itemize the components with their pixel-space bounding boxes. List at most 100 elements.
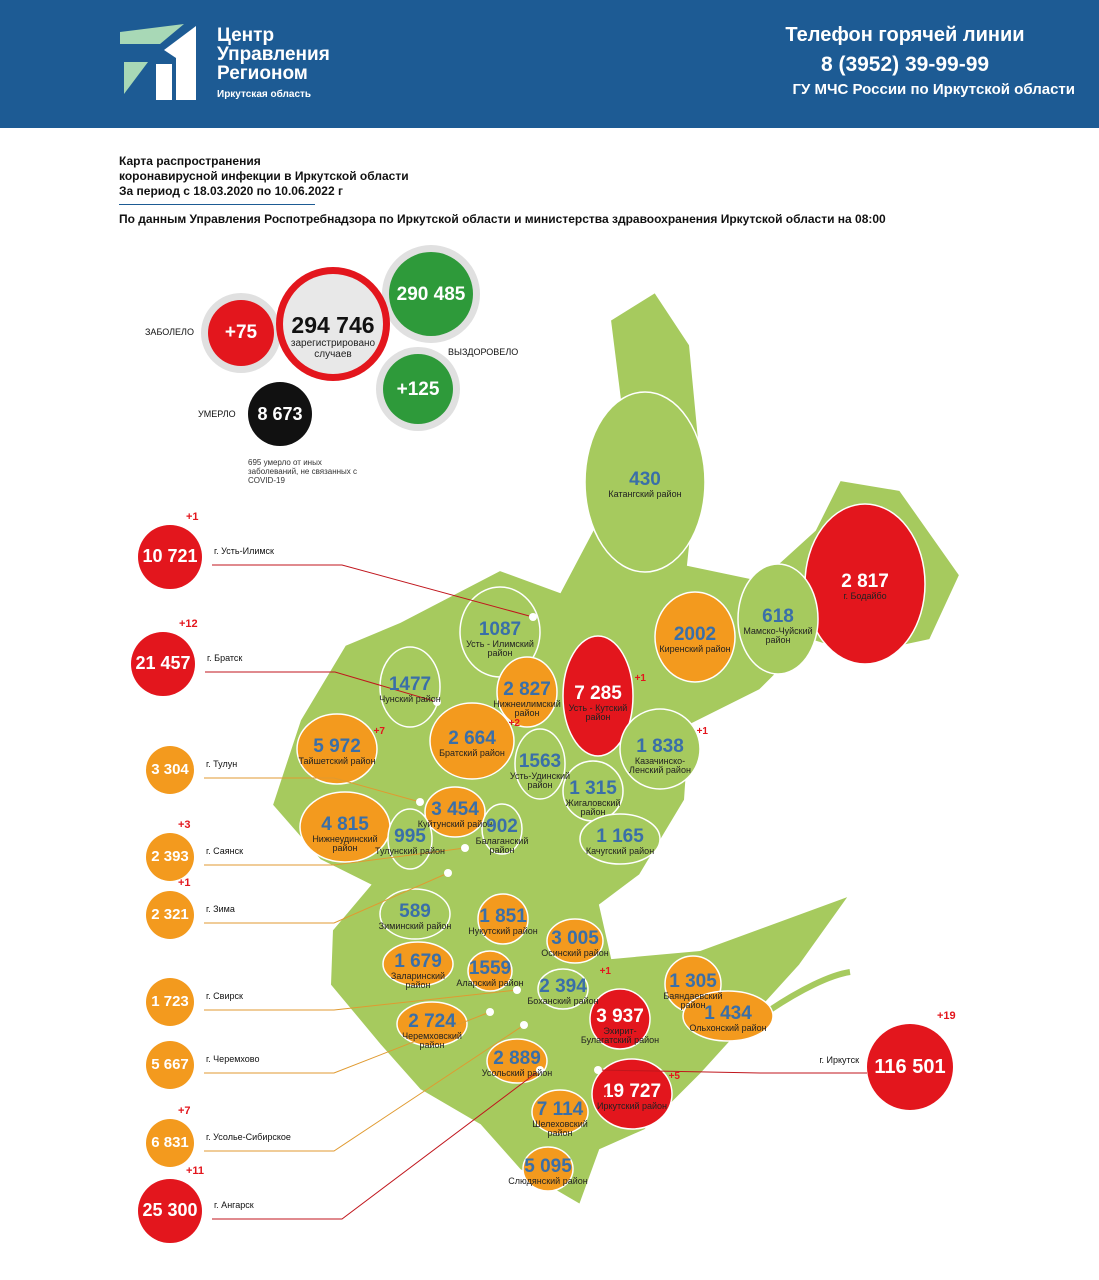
district-name: Усольский район <box>481 1068 553 1078</box>
district-delta: +2 <box>508 718 520 729</box>
district-label: 430 Катангский район <box>595 470 695 499</box>
district-label: 3 005 Осинский район <box>525 929 625 958</box>
district-name: Усть - Илимский район <box>466 639 534 658</box>
city-name: г. Черемхово <box>206 1054 260 1064</box>
sick-new: +75 <box>224 322 258 343</box>
district-label: 1087 Усть - Илимский район <box>450 620 550 658</box>
district-name: Усть-Удинский район <box>509 771 571 790</box>
district-label: 2 394 Боханский район +1 <box>513 967 613 1006</box>
city-dot <box>461 844 469 852</box>
district-name: Тулунский район <box>374 846 446 856</box>
district-value: 618 <box>762 606 794 627</box>
city-dot <box>594 1066 602 1074</box>
leader-line <box>204 847 466 866</box>
district-value: 5 972 <box>313 736 361 757</box>
city-dot <box>536 1066 544 1074</box>
district-value: 4 815 <box>321 814 369 835</box>
died-label: УМЕРЛО <box>198 409 236 419</box>
district-value: 1 851 <box>479 906 527 927</box>
source: По данным Управления Роспотребнадзора по… <box>119 212 886 226</box>
district-name: Жигаловский район <box>565 798 621 817</box>
district-value: 2 394 <box>539 976 587 997</box>
district-name: Осинский район <box>541 948 609 958</box>
district-area <box>296 713 378 785</box>
district-label: 1477 Чунский район <box>360 675 460 704</box>
district-area <box>654 591 736 683</box>
total: 294 746 <box>291 312 375 338</box>
district-value: 1 679 <box>394 951 442 972</box>
district-label: 995 Тулунский район <box>360 827 460 856</box>
intro-line: Карта распространения <box>119 154 261 168</box>
district-name: Черемховский район <box>402 1031 462 1050</box>
district-value: 995 <box>394 826 426 847</box>
city-dot <box>486 1008 494 1016</box>
city-delta: +1 <box>178 877 191 889</box>
city-dot <box>520 1021 528 1029</box>
city-bubble <box>146 746 194 794</box>
bubble <box>389 252 473 336</box>
district-name: Киренский район <box>659 644 731 654</box>
district-label: 1 679 Заларинский район <box>368 952 468 990</box>
district-label: 5 972 Тайшетский район +7 <box>287 727 387 766</box>
bubble <box>208 300 274 366</box>
district-area <box>379 646 441 728</box>
logo-sub: Иркутская область <box>217 89 312 100</box>
district-value: 2 889 <box>493 1048 541 1069</box>
district-value: 2 817 <box>841 571 889 592</box>
header: Центр Управления Регионом Иркутская обла… <box>0 0 1099 128</box>
district-area <box>562 635 634 757</box>
district-name: Усть - Кутский район <box>568 703 628 722</box>
district-label: 2 827 Нижнеилимский район <box>477 680 577 718</box>
logo-line: Управления <box>217 44 330 65</box>
rule <box>119 204 315 205</box>
city-bubble <box>146 1041 194 1089</box>
bubble <box>383 354 453 424</box>
district-delta: +7 <box>373 726 385 737</box>
city-dot <box>433 698 441 706</box>
logo-icon <box>120 24 196 100</box>
city-delta: +19 <box>937 1010 956 1022</box>
district-name: Ольхонский район <box>689 1023 767 1033</box>
district-label: 1 851 Нукутский район <box>453 907 553 936</box>
district-area <box>396 1001 468 1047</box>
district-area <box>584 391 706 573</box>
district-delta: +1 <box>599 966 611 977</box>
district-area <box>382 941 454 987</box>
city-bubble <box>138 525 202 589</box>
city-name: г. Тулун <box>206 759 238 769</box>
district-label: 589 Зиминский район <box>365 902 465 931</box>
city-value: 1 723 <box>151 993 189 1010</box>
district-area <box>429 702 515 780</box>
district-area <box>467 950 513 992</box>
district-value: 7 114 <box>536 1099 584 1120</box>
district-name: г. Бодайбо <box>843 591 887 601</box>
hotline-org: ГУ МЧС России по Иркутской области <box>792 81 1075 98</box>
district-delta: +1 <box>634 673 646 684</box>
leader-line <box>204 1024 525 1152</box>
district-area <box>496 656 558 728</box>
district-value: 1477 <box>388 674 432 695</box>
city-bubble <box>146 978 194 1026</box>
district-value: 2 827 <box>503 679 551 700</box>
district-label: 2 889 Усольский район <box>467 1049 567 1078</box>
city-bubble <box>146 1119 194 1167</box>
district-area <box>537 968 589 1010</box>
city-name: г. Братск <box>207 653 243 663</box>
city-name: г. Саянск <box>206 846 244 856</box>
district-name: Братский район <box>439 748 505 758</box>
district-area <box>477 893 529 945</box>
city-name: г. Ангарск <box>214 1200 254 1210</box>
district-value: 2002 <box>673 624 717 645</box>
city-value: 116 501 <box>874 1056 946 1078</box>
intro-line: За период с 18.03.2020 по 10.06.2022 г <box>119 184 343 198</box>
recovered: 290 485 <box>396 284 466 305</box>
district-value: 1087 <box>478 619 522 640</box>
city-dot <box>416 798 424 806</box>
leader-line <box>205 671 438 703</box>
city-name: г. Иркутск <box>819 1055 859 1065</box>
leader-line <box>204 1011 491 1074</box>
district-value: 1 305 <box>669 971 717 992</box>
district-area <box>591 1058 673 1130</box>
